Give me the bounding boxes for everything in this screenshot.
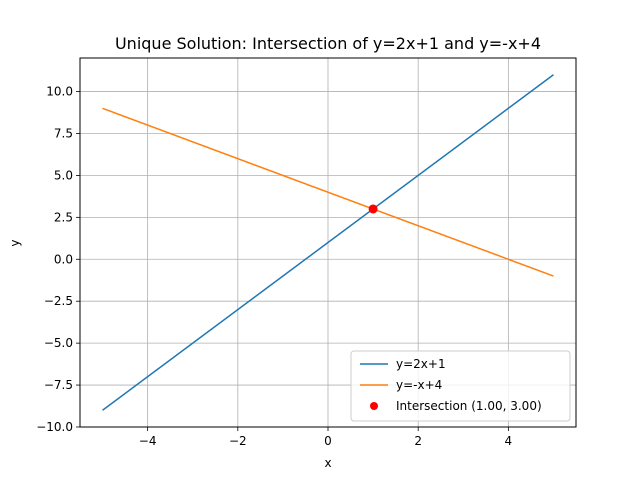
legend-label-1: y=-x+4: [396, 378, 442, 392]
y-tick-label: −2.5: [44, 294, 73, 308]
legend-swatch-2: [370, 402, 378, 410]
intersection-point: [368, 204, 378, 214]
plot-series: [102, 74, 554, 411]
y-tick-label: 7.5: [54, 126, 73, 140]
x-tick-label: 0: [324, 434, 332, 448]
y-tick-label: 2.5: [54, 210, 73, 224]
y-tick-label: 0.0: [54, 252, 73, 266]
x-axis-label: x: [324, 456, 331, 470]
y-axis-label: y: [8, 239, 22, 246]
series-line-1: [102, 107, 554, 277]
axis-ticks: −4 −2 0 2 4 −10.0 −7.5 −5.0 −2.5 0.0 2.5 5.0 7.5 10.0: [36, 85, 512, 448]
y-tick-label: 5.0: [54, 168, 73, 182]
x-tick-label: −2: [229, 434, 247, 448]
legend-label-2: Intersection (1.00, 3.00): [396, 399, 542, 413]
x-tick-label: 2: [414, 434, 422, 448]
series-line-0: [102, 74, 554, 411]
y-tick-label: −10.0: [36, 420, 73, 434]
legend-label-0: y=2x+1: [396, 357, 446, 371]
legend: y=2x+1 y=-x+4 Intersection (1.00, 3.00): [350, 350, 571, 422]
y-tick-label: 10.0: [46, 85, 73, 99]
y-tick-label: −7.5: [44, 378, 73, 392]
chart-title: Unique Solution: Intersection of y=2x+1 …: [115, 34, 541, 53]
x-tick-label: 4: [505, 434, 513, 448]
y-tick-label: −5.0: [44, 336, 73, 350]
legend-box: [350, 350, 571, 422]
x-tick-label: −4: [139, 434, 157, 448]
